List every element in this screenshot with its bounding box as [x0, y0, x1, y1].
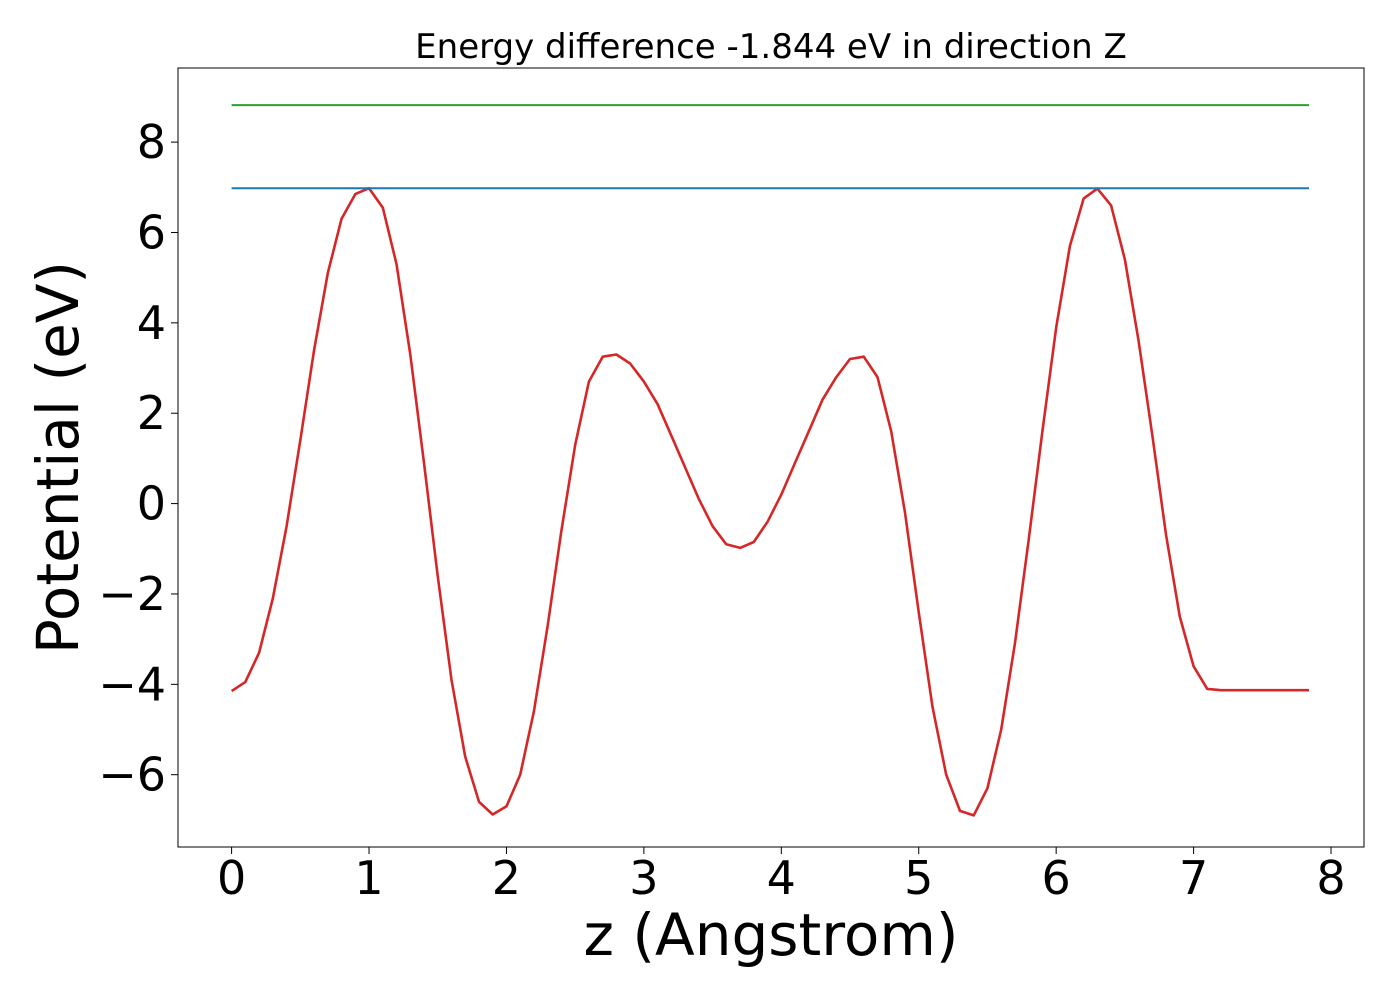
x-tick-label: 3 — [629, 851, 658, 905]
y-tick-label: −6 — [98, 748, 166, 802]
x-tick-label: 4 — [767, 851, 796, 905]
plot-area-frame — [177, 67, 1365, 848]
x-axis-ticks: 0 1 2 3 4 5 6 7 8 — [217, 847, 1346, 905]
y-tick-label: 4 — [137, 296, 166, 350]
x-axis-label: z (Angstrom) — [584, 901, 959, 969]
x-tick-label: 2 — [492, 851, 521, 905]
y-tick-label: −2 — [98, 567, 166, 621]
y-tick-label: 6 — [137, 205, 166, 259]
x-tick-label: 1 — [354, 851, 383, 905]
y-axis-ticks: −6 −4 −2 0 2 4 6 8 — [98, 115, 178, 802]
x-tick-label: 5 — [904, 851, 933, 905]
x-tick-label: 6 — [1042, 851, 1071, 905]
x-tick-label: 8 — [1316, 851, 1345, 905]
x-tick-label: 7 — [1179, 851, 1208, 905]
chart-title: Energy difference -1.844 eV in direction… — [415, 27, 1127, 67]
y-tick-label: 8 — [137, 115, 166, 169]
series-layer — [230, 104, 1309, 817]
y-axis-label: Potential (eV) — [24, 261, 92, 654]
series-line-0 — [230, 186, 1309, 817]
y-tick-label: 0 — [137, 477, 166, 531]
x-tick-label: 0 — [217, 851, 246, 905]
y-tick-label: −4 — [98, 657, 166, 711]
y-tick-label: 2 — [137, 386, 166, 440]
